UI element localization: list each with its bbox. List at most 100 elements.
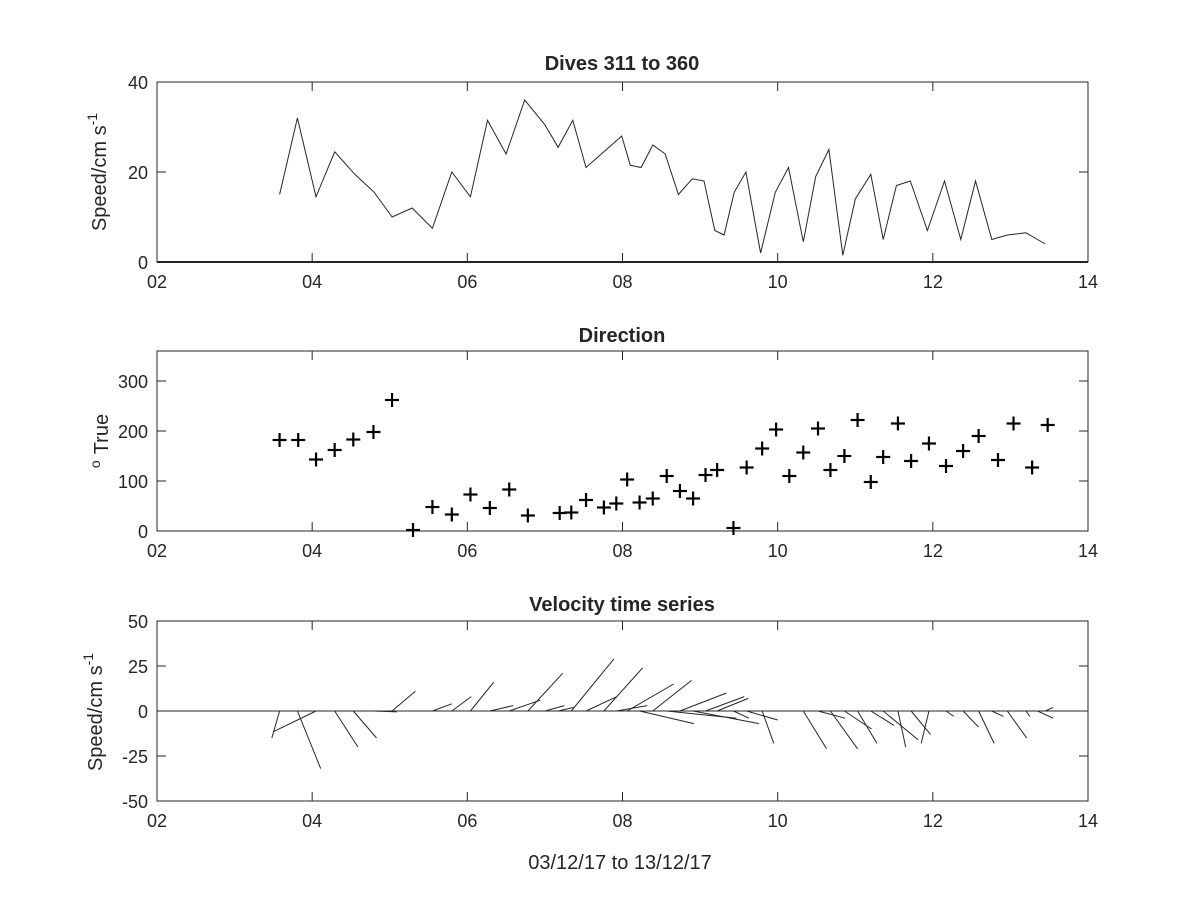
velocity-stick [451, 696, 472, 712]
velocity-stick [802, 710, 827, 750]
direction-panel: Direction oTrue 02 04 06 08 10 12 14 0 100 200 300 [87, 325, 1098, 561]
direction-point [686, 491, 701, 506]
velocity-x-tick-label: 02 [147, 811, 167, 831]
direction-point [366, 425, 381, 439]
direction-y-axis-label: oTrue [87, 414, 113, 468]
direction-point [904, 454, 919, 468]
velocity-stick [373, 710, 397, 713]
velocity-x-tick-label: 10 [768, 811, 788, 831]
direction-x-tick-label: 06 [457, 541, 477, 561]
speed-x-tick-label: 08 [612, 272, 632, 292]
direction-point [956, 444, 971, 458]
direction-point [698, 468, 713, 482]
velocity-stick [991, 710, 1004, 717]
direction-point [632, 495, 647, 510]
direction-x-tick-label: 02 [147, 541, 167, 561]
velocity-stick [1045, 706, 1054, 712]
velocity-stick [489, 705, 514, 712]
velocity-stick [585, 696, 618, 712]
direction-point [991, 453, 1006, 467]
direction-point [769, 422, 784, 437]
velocity-y-tick-label: -25 [122, 747, 148, 767]
direction-point [502, 482, 517, 497]
velocity-stick [652, 680, 692, 712]
speed-series-line [279, 98, 1046, 256]
direction-point [425, 500, 440, 514]
direction-point [1025, 460, 1040, 475]
direction-point [385, 393, 400, 407]
velocity-stick [391, 690, 416, 712]
direction-point [672, 484, 687, 498]
direction-point [309, 452, 324, 467]
velocity-stick [470, 681, 495, 712]
direction-point [739, 460, 754, 475]
direction-point [710, 463, 725, 477]
velocity-stick [527, 672, 564, 712]
speed-panel: Dives 311 to 360 Speed/cm s-1 02 04 06 08 10… [84, 53, 1098, 292]
direction-point [620, 472, 635, 487]
velocity-stick [509, 699, 541, 712]
direction-point [596, 500, 611, 515]
velocity-y-axis-label: Speed/cm s-1 [80, 653, 107, 771]
velocity-y-tick-label: 0 [138, 702, 148, 722]
direction-point [850, 413, 865, 427]
speed-y-tick-label: 40 [128, 73, 148, 93]
direction-point [327, 443, 342, 457]
direction-point [444, 507, 459, 522]
direction-x-tick-label: 10 [768, 541, 788, 561]
direction-point [837, 449, 852, 463]
velocity-y-tick-label: 25 [128, 657, 148, 677]
velocity-stick [603, 667, 644, 712]
velocity-stick [945, 710, 955, 717]
velocity-stick [334, 710, 359, 748]
direction-point [291, 433, 306, 447]
direction-point [971, 429, 986, 443]
direction-x-tick-label: 08 [612, 541, 632, 561]
direction-x-tick-label: 04 [302, 541, 322, 561]
direction-point [755, 441, 770, 456]
direction-point [659, 469, 674, 483]
velocity-y-tick-label: 50 [128, 612, 148, 632]
velocity-stick [639, 710, 694, 725]
velocity-stick [705, 696, 745, 712]
speed-y-tick-label: 0 [138, 253, 148, 273]
direction-x-tick-label: 12 [923, 541, 943, 561]
direction-point [1006, 416, 1021, 431]
direction-point [406, 523, 421, 537]
direction-point [823, 463, 838, 477]
speed-x-tick-label: 12 [923, 272, 943, 292]
velocity-stick [544, 705, 565, 712]
direction-point [579, 493, 594, 507]
speed-chart-title: Dives 311 to 360 [545, 53, 700, 75]
velocity-stick [1037, 710, 1054, 719]
direction-point [811, 421, 826, 436]
velocity-stick [1025, 710, 1031, 717]
velocity-stick [352, 710, 377, 739]
velocity-stick [870, 710, 895, 726]
velocity-stick [557, 706, 574, 712]
velocity-stick [432, 703, 452, 712]
direction-chart-title: Direction [579, 325, 666, 347]
velocity-panel: Velocity time series Speed/cm s-1 03/12/… [80, 594, 1098, 874]
speed-x-tick-label: 14 [1078, 272, 1098, 292]
direction-point [564, 505, 579, 520]
velocity-stick [962, 710, 979, 728]
direction-point [520, 508, 535, 523]
velocity-stick [761, 710, 775, 744]
velocity-chart-title: Velocity time series [529, 594, 715, 616]
direction-point [863, 475, 878, 489]
velocity-stick [273, 710, 317, 733]
velocity-stick [746, 710, 778, 721]
velocity-stick [626, 683, 674, 712]
speed-y-tick-label: 20 [128, 163, 148, 183]
velocity-stick [296, 710, 322, 769]
velocity-x-tick-label: 08 [612, 811, 632, 831]
speed-x-tick-label: 02 [147, 272, 167, 292]
speed-x-tick-label: 06 [457, 272, 477, 292]
velocity-stick [271, 710, 281, 739]
direction-point [890, 416, 905, 431]
velocity-x-tick-label: 06 [457, 811, 477, 831]
direction-point [876, 450, 891, 464]
direction-point [921, 436, 936, 451]
